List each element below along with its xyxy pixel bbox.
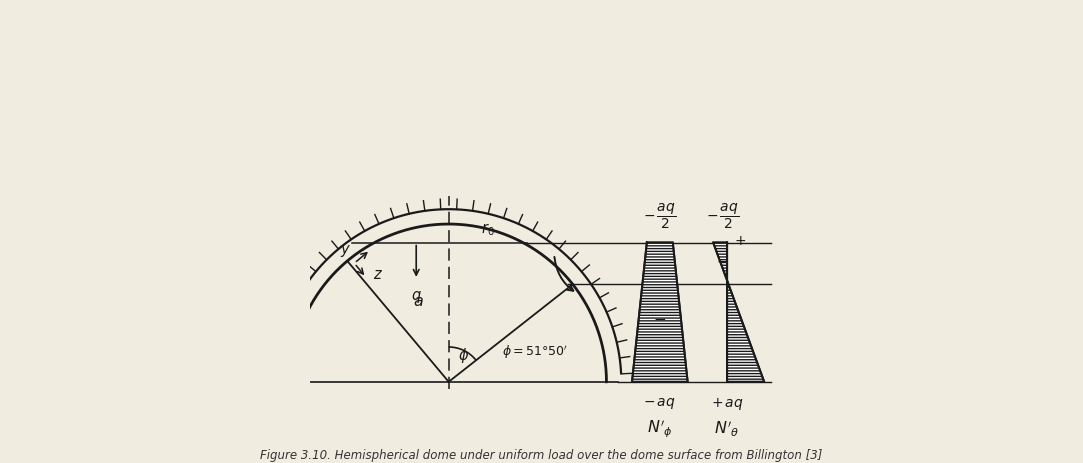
Text: $N'_\theta$: $N'_\theta$	[715, 417, 740, 437]
Text: $-$: $-$	[716, 253, 729, 267]
Text: $-\,\dfrac{aq}{2}$: $-\,\dfrac{aq}{2}$	[643, 201, 677, 231]
Text: $-$: $-$	[653, 310, 666, 325]
Text: $N'_\phi$: $N'_\phi$	[647, 417, 673, 438]
Text: $\phi=51°50'$: $\phi=51°50'$	[503, 343, 569, 361]
Text: $y$: $y$	[340, 242, 352, 258]
Text: $+$: $+$	[734, 233, 746, 247]
Polygon shape	[714, 243, 765, 382]
Text: $q$: $q$	[410, 288, 421, 304]
Text: $\phi$: $\phi$	[458, 346, 469, 364]
Text: $-\,\dfrac{aq}{2}$: $-\,\dfrac{aq}{2}$	[706, 201, 739, 231]
Polygon shape	[632, 243, 688, 382]
Text: $a$: $a$	[414, 294, 423, 308]
Text: $z$: $z$	[373, 266, 382, 282]
Text: $r_0$: $r_0$	[481, 221, 495, 238]
Text: Figure 3.10. Hemispherical dome under uniform load over the dome surface from Bi: Figure 3.10. Hemispherical dome under un…	[260, 448, 823, 461]
Text: $+\,aq$: $+\,aq$	[710, 395, 743, 411]
Text: $-\,aq$: $-\,aq$	[643, 395, 676, 410]
